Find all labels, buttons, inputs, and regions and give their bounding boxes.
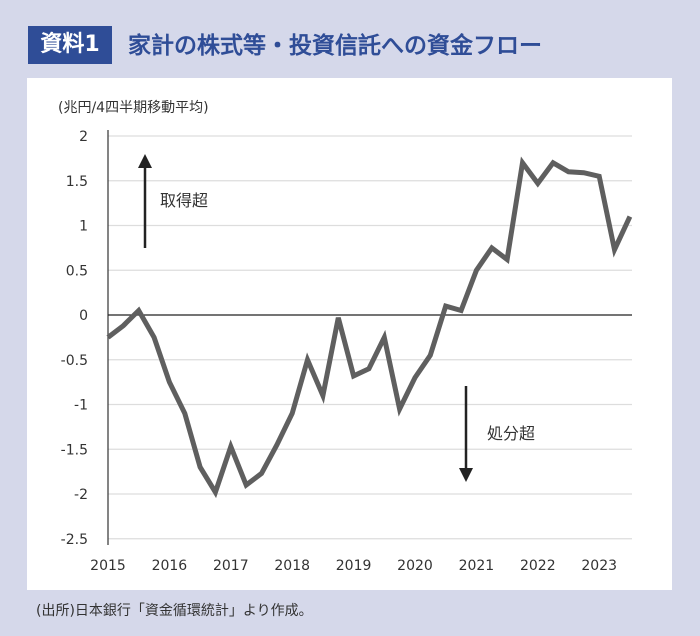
figure-badge: 資料1 (28, 26, 112, 64)
arrow-down-icon (459, 386, 473, 482)
x-tick-label: 2022 (520, 558, 556, 574)
chart-panel (27, 78, 672, 590)
y-tick-label: -1 (74, 398, 88, 414)
y-tick-label: 0 (79, 308, 88, 324)
y-tick-label: 1.5 (66, 174, 88, 190)
y-tick-label: 1 (79, 219, 88, 235)
x-tick-label: 2019 (336, 558, 372, 574)
annotation-acquisition: 取得超 (160, 191, 208, 210)
source-note: (出所)日本銀行「資金循環統計」より作成。 (36, 603, 313, 619)
y-tick-label: 0.5 (66, 263, 88, 279)
annotation-disposal: 処分超 (487, 424, 535, 443)
x-tick-label: 2015 (90, 558, 126, 574)
x-tick-label: 2016 (152, 558, 188, 574)
x-tick-label: 2017 (213, 558, 249, 574)
x-tick-label: 2021 (459, 558, 495, 574)
y-axis-label: (兆円/4四半期移動平均) (58, 100, 209, 116)
y-tick-label: -2.5 (61, 532, 88, 548)
y-tick-label: -0.5 (61, 353, 88, 369)
x-tick-label: 2020 (397, 558, 433, 574)
y-tick-label: -2 (74, 487, 88, 503)
y-tick-label: 2 (79, 129, 88, 145)
y-tick-label: -1.5 (61, 442, 88, 458)
series-line (106, 156, 633, 499)
figure-title: 家計の株式等・投資信託への資金フロー (128, 33, 542, 59)
arrow-up-icon (138, 154, 152, 248)
x-tick-label: 2018 (274, 558, 310, 574)
x-tick-label: 2023 (581, 558, 617, 574)
